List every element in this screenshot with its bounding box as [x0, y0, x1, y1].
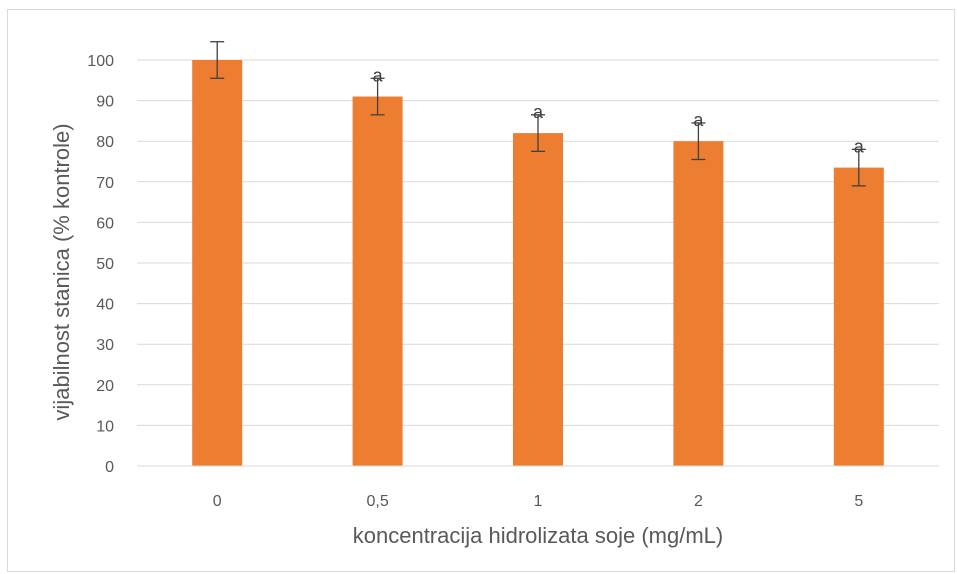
x-tick-label: 0,5	[366, 493, 388, 510]
bar	[673, 141, 724, 466]
y-tick-label: 70	[96, 175, 114, 192]
y-tick-label: 0	[105, 459, 114, 476]
y-tick-label: 90	[96, 94, 114, 111]
y-tick-label: 10	[96, 418, 114, 435]
bar	[513, 133, 563, 466]
data-labels: a a a a	[373, 65, 865, 156]
bars	[192, 60, 884, 466]
significance-label: a	[533, 102, 544, 122]
y-tick-label: 100	[87, 53, 114, 70]
x-tick-label: 5	[854, 493, 863, 510]
y-tick-label: 20	[96, 378, 114, 395]
significance-label: a	[854, 136, 865, 156]
y-tick-label: 60	[96, 215, 114, 232]
x-tick-label: 1	[534, 493, 543, 510]
bar	[352, 96, 403, 466]
x-tick-label: 0	[213, 493, 222, 510]
x-tick-label: 2	[694, 493, 703, 510]
significance-label: a	[373, 65, 384, 85]
y-tick-label: 40	[96, 297, 114, 314]
x-axis-ticks: 0 0,5 1 2 5	[213, 493, 864, 510]
gridlines	[137, 59, 939, 426]
error-bars	[210, 41, 866, 187]
y-axis-title: vijabilnost stanica (% kontrole)	[49, 123, 74, 420]
y-axis-ticks: 0 10 20 30 40 50 60 70 80 90 100	[87, 53, 114, 476]
bar	[833, 167, 884, 466]
y-tick-label: 30	[96, 337, 114, 354]
y-tick-label: 50	[96, 256, 114, 273]
x-axis-title: koncentracija hidrolizata soje (mg/mL)	[353, 523, 724, 548]
y-tick-label: 80	[96, 134, 114, 151]
chart-frame	[7, 9, 955, 572]
bar	[192, 60, 243, 466]
significance-label: a	[693, 110, 704, 130]
